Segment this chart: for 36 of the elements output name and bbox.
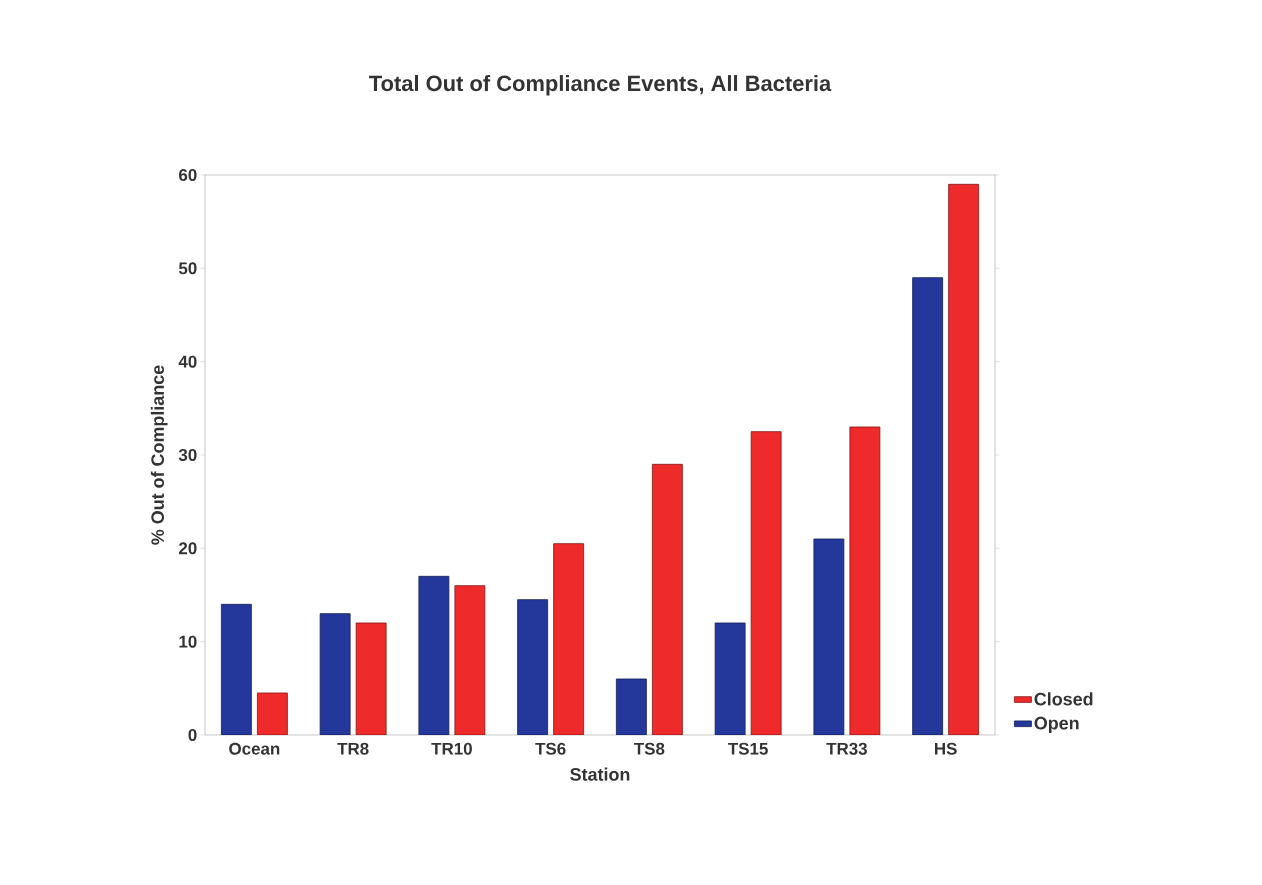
- x-tick-label: TS8: [634, 742, 665, 755]
- legend-label: Open: [1034, 716, 1079, 734]
- y-tick-label: 30: [178, 448, 197, 461]
- x-tick-label: TR8: [337, 742, 369, 755]
- bar: [454, 585, 486, 735]
- y-tick-label: 10: [179, 635, 197, 648]
- bar: [849, 426, 881, 735]
- y-tick-label: 0: [188, 728, 197, 741]
- chart-title: Total Out of Compliance Events, All Bacteria: [369, 75, 832, 96]
- bar: [355, 622, 387, 735]
- y-tick-label: 20: [178, 542, 197, 555]
- bar: [517, 599, 549, 735]
- x-axis-title: Station: [570, 767, 630, 781]
- bar: [750, 431, 782, 735]
- bar: [553, 543, 585, 735]
- bar: [615, 678, 647, 735]
- x-tick-label: TS6: [535, 742, 566, 755]
- bar: [813, 538, 845, 735]
- x-tick-label: TR10: [431, 742, 472, 755]
- bar: [948, 183, 980, 735]
- y-tick-label: 50: [178, 262, 197, 275]
- bar: [256, 692, 288, 735]
- x-tick-label: TS15: [728, 742, 768, 755]
- x-tick-label: Ocean: [229, 742, 280, 755]
- bar: [319, 613, 351, 735]
- legend-label: Closed: [1034, 692, 1093, 706]
- y-tick-label: 60: [179, 168, 197, 181]
- bar: [714, 622, 746, 735]
- y-tick-label: 40: [178, 355, 197, 368]
- y-axis-title: % Out of Compliance: [150, 365, 168, 545]
- bar: [912, 277, 944, 735]
- bar: [651, 463, 683, 735]
- bar: [418, 575, 450, 735]
- x-tick-label: TR33: [826, 742, 867, 755]
- bar: [220, 603, 252, 735]
- x-tick-label: HS: [935, 742, 957, 755]
